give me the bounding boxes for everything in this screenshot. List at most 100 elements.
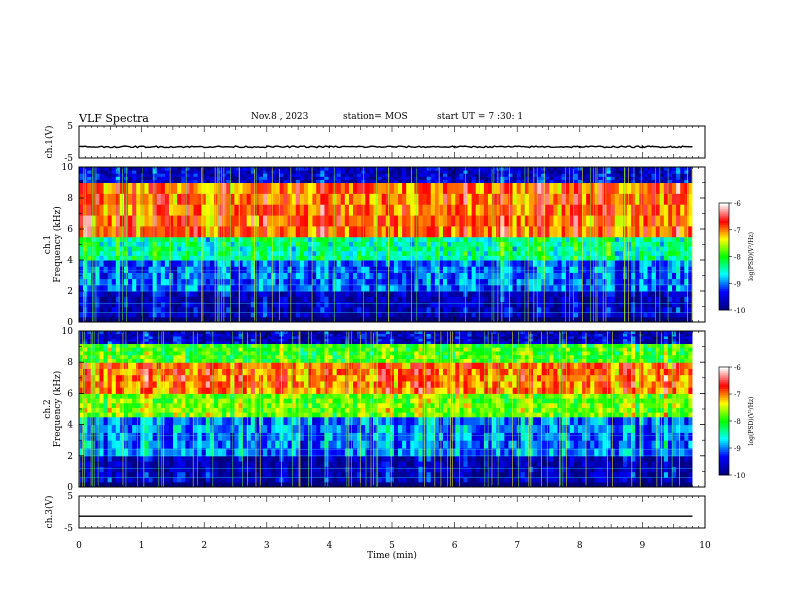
heatmap-cell xyxy=(667,204,673,216)
heatmap-cell xyxy=(475,255,481,261)
heatmap-cell xyxy=(328,291,334,297)
heatmap-cell xyxy=(91,193,96,205)
heatmap-cell xyxy=(549,260,554,267)
heatmap-cell xyxy=(577,266,583,273)
heatmap-cell xyxy=(582,296,587,303)
heatmap-cell xyxy=(140,466,145,473)
heatmap-cell xyxy=(598,250,603,256)
heatmap-cell xyxy=(242,461,248,467)
heatmap-cell xyxy=(479,477,485,483)
heatmap-cell xyxy=(119,461,125,467)
heatmap-cell xyxy=(385,182,391,194)
heatmap-cell xyxy=(168,255,174,261)
heatmap-cell xyxy=(406,466,411,473)
heatmap-cell xyxy=(226,466,231,473)
heatmap-cell xyxy=(577,215,583,227)
heatmap-cell xyxy=(389,278,395,286)
heatmap-cell xyxy=(160,461,166,467)
heatmap-cell xyxy=(295,301,301,308)
heatmap-cell xyxy=(622,236,628,242)
heatmap-cell xyxy=(512,176,518,180)
heatmap-cell xyxy=(79,167,84,171)
heatmap-cell xyxy=(426,278,432,286)
heatmap-cell xyxy=(618,241,624,247)
heatmap-cell xyxy=(332,477,338,483)
heatmap-cell xyxy=(230,312,235,318)
heatmap-cell xyxy=(487,284,493,292)
heatmap-cell xyxy=(524,272,530,280)
heatmap-cell xyxy=(111,284,117,292)
heatmap-cell xyxy=(238,291,244,297)
heatmap-cell xyxy=(185,215,190,227)
heatmap-cell xyxy=(512,448,518,457)
heatmap-cell xyxy=(148,167,154,171)
heatmap-cell xyxy=(164,170,170,174)
heatmap-cell xyxy=(594,170,599,174)
heatmap-cell xyxy=(209,272,215,280)
heatmap-cell xyxy=(123,466,129,473)
heatmap-cell xyxy=(393,301,399,308)
heatmap-cell xyxy=(238,440,244,449)
heatmap-cell xyxy=(487,272,493,280)
heatmap-cell xyxy=(340,246,346,252)
heatmap-cell xyxy=(598,306,603,313)
heatmap-cell xyxy=(631,455,636,462)
heatmap-cell xyxy=(586,272,591,280)
heatmap-cell xyxy=(99,284,105,292)
heatmap-cell xyxy=(168,278,174,286)
heatmap-cell xyxy=(250,448,256,457)
heatmap-cell xyxy=(189,225,195,238)
heatmap-cell xyxy=(283,291,289,297)
heatmap-cell xyxy=(111,255,117,261)
heatmap-cell xyxy=(267,466,272,473)
heatmap-cell xyxy=(508,455,514,462)
heatmap-cell xyxy=(107,455,113,462)
heatmap-cell xyxy=(524,466,530,473)
heatmap-cell xyxy=(676,455,681,462)
heatmap-cell xyxy=(353,236,358,242)
heatmap-cell xyxy=(115,466,121,473)
heatmap-cell xyxy=(516,266,522,273)
heatmap-cell xyxy=(312,440,317,449)
heatmap-cell xyxy=(164,250,170,256)
heatmap-cell xyxy=(340,448,346,457)
heatmap-cell xyxy=(537,477,542,483)
heatmap-cell xyxy=(590,466,595,473)
heatmap-cell xyxy=(193,301,199,308)
heatmap-cell xyxy=(230,284,235,292)
heatmap-cell xyxy=(320,477,325,483)
heatmap-cell xyxy=(189,250,195,256)
heatmap-cell xyxy=(504,471,509,478)
heatmap-cell xyxy=(602,170,608,174)
heatmap-cell xyxy=(173,440,178,449)
heatmap-cell xyxy=(91,250,96,256)
heatmap-cell xyxy=(659,266,665,273)
heatmap-cell xyxy=(258,241,264,247)
heatmap-cell xyxy=(168,461,174,467)
heatmap-cell xyxy=(132,266,137,273)
heatmap-cell xyxy=(651,284,657,292)
heatmap-cell xyxy=(459,471,464,478)
heatmap-floor xyxy=(79,317,693,322)
heatmap-cell xyxy=(676,167,681,171)
heatmap-cell xyxy=(348,246,354,252)
heatmap-cell xyxy=(410,241,415,247)
heatmap-cell xyxy=(487,296,493,303)
heatmap-cell xyxy=(148,204,154,216)
heatmap-cell xyxy=(561,301,567,308)
heatmap-cell xyxy=(573,260,579,267)
heatmap-cell xyxy=(532,260,538,267)
heatmap-cell xyxy=(79,301,84,308)
heatmap-cell xyxy=(336,193,342,205)
heatmap-cell xyxy=(643,306,648,313)
heatmap-cell xyxy=(520,296,526,303)
heatmap-cell xyxy=(577,312,583,318)
heatmap-cell xyxy=(389,236,395,242)
heatmap-cell xyxy=(254,284,260,292)
heatmap-cell xyxy=(402,225,407,238)
heatmap-cell xyxy=(177,278,182,286)
heatmap-cell xyxy=(659,241,665,247)
heatmap-cell xyxy=(271,236,276,242)
heatmap-cell xyxy=(602,241,608,247)
heatmap-cell xyxy=(606,204,612,216)
